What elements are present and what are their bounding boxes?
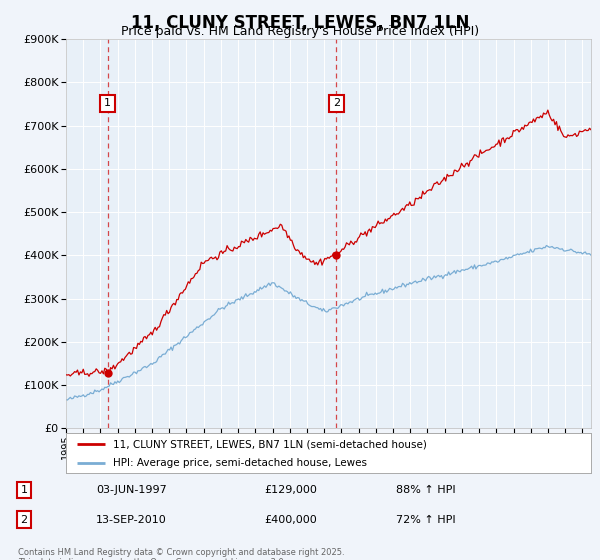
Text: £400,000: £400,000 <box>264 515 317 525</box>
Text: £129,000: £129,000 <box>264 485 317 495</box>
Text: 13-SEP-2010: 13-SEP-2010 <box>96 515 167 525</box>
Text: Price paid vs. HM Land Registry's House Price Index (HPI): Price paid vs. HM Land Registry's House … <box>121 25 479 38</box>
Text: 1: 1 <box>20 485 28 495</box>
Text: 88% ↑ HPI: 88% ↑ HPI <box>396 485 455 495</box>
Text: 11, CLUNY STREET, LEWES, BN7 1LN: 11, CLUNY STREET, LEWES, BN7 1LN <box>131 14 469 32</box>
Text: 03-JUN-1997: 03-JUN-1997 <box>96 485 167 495</box>
Text: 72% ↑ HPI: 72% ↑ HPI <box>396 515 455 525</box>
Text: 2: 2 <box>20 515 28 525</box>
Text: Contains HM Land Registry data © Crown copyright and database right 2025.
This d: Contains HM Land Registry data © Crown c… <box>18 548 344 560</box>
Text: 2: 2 <box>333 99 340 109</box>
Text: HPI: Average price, semi-detached house, Lewes: HPI: Average price, semi-detached house,… <box>113 458 367 468</box>
Text: 11, CLUNY STREET, LEWES, BN7 1LN (semi-detached house): 11, CLUNY STREET, LEWES, BN7 1LN (semi-d… <box>113 439 427 449</box>
Text: 1: 1 <box>104 99 111 109</box>
